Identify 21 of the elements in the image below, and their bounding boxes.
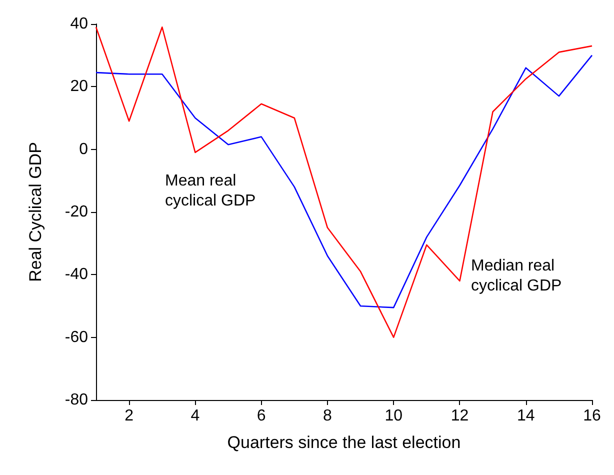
x-tick-label: 12 [450, 408, 469, 424]
line-series [95, 26, 593, 338]
x-axis-title: Quarters since the last election [227, 433, 461, 452]
y-tick-label: 0 [79, 140, 88, 158]
x-tick-label: 16 [583, 408, 601, 424]
y-axis-title: Real Cyclical GDP [26, 142, 45, 282]
line-series [95, 54, 593, 308]
x-tick-label: 14 [516, 408, 535, 424]
y-tick-label: -40 [64, 266, 88, 284]
x-tick-label: 6 [256, 408, 266, 424]
annotation: Mean real cyclical GDP [165, 172, 256, 210]
annotation: Median real cyclical GDP [471, 258, 562, 294]
y-tick-label: -80 [64, 392, 88, 408]
y-tick-label: -60 [64, 328, 88, 346]
x-tick-label: 2 [124, 408, 134, 424]
x-tick-label: 4 [190, 408, 200, 424]
x-tick-label: 10 [384, 408, 403, 424]
y-tick-label: -20 [64, 204, 88, 220]
y-tick-label: 20 [70, 78, 88, 96]
x-tick-label: 8 [323, 408, 332, 424]
y-tick-label: 40 [70, 16, 88, 32]
